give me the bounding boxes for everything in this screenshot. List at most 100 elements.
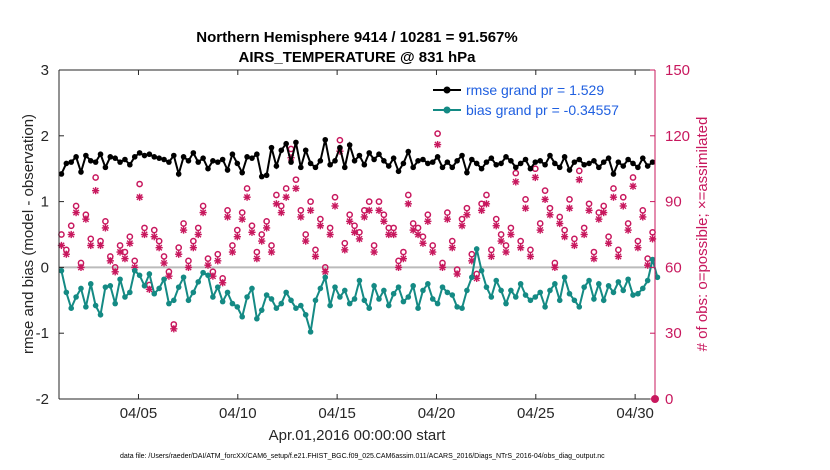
bias-point <box>395 284 402 290</box>
obs-assimilated-marker <box>370 248 378 256</box>
obs-possible-marker <box>419 233 427 241</box>
bias-point <box>288 297 294 304</box>
bias-point <box>459 305 465 311</box>
bias-point <box>97 311 104 318</box>
obs-possible-marker <box>238 209 246 216</box>
rmse-point <box>552 160 558 167</box>
rmse-point <box>600 159 607 165</box>
obs-possible-marker <box>77 259 85 267</box>
bias-point <box>517 281 524 287</box>
bias-point <box>478 267 485 274</box>
rmse-point <box>561 154 568 160</box>
y-right-tick-label: 150 <box>665 62 690 79</box>
obs-assimilated-marker <box>204 261 212 269</box>
legend-bias-label: bias grand pr = -0.34557 <box>466 102 619 118</box>
obs-assimilated-marker <box>248 228 256 236</box>
rmse-point <box>527 165 534 172</box>
bias-point <box>268 296 275 302</box>
bias-point <box>156 285 162 292</box>
legend-rmse-marker <box>443 86 451 94</box>
obs-assimilated-marker <box>609 193 618 201</box>
bias-point <box>102 284 109 290</box>
bias-point <box>229 300 236 307</box>
bias-point <box>625 276 631 283</box>
x-tick-label: 04/15 <box>318 405 356 422</box>
obs-assimilated-marker <box>536 226 544 234</box>
obs-assimilated-marker <box>341 246 349 254</box>
obs-possible-marker <box>336 136 344 144</box>
bias-point <box>425 281 431 287</box>
bias-point <box>254 315 260 322</box>
obs-possible-marker <box>67 222 75 230</box>
bias-point <box>522 292 529 298</box>
obs-possible-marker <box>326 224 334 232</box>
obs-possible-marker <box>483 191 490 199</box>
obs-possible-marker <box>541 187 549 194</box>
bias-point <box>219 298 226 305</box>
bias-point <box>371 283 377 289</box>
rmse-point <box>469 156 475 163</box>
bias-point <box>405 294 412 300</box>
rmse-point <box>156 155 162 161</box>
x-tick-label: 04/05 <box>120 405 158 422</box>
obs-assimilated-marker <box>92 187 100 195</box>
rmse-point <box>522 156 529 163</box>
obs-assimilated-marker <box>263 224 271 232</box>
obs-possible-marker <box>194 224 202 232</box>
bias-point <box>263 292 270 298</box>
bias-point <box>258 307 265 313</box>
rmse-point <box>293 139 299 146</box>
rmse-point <box>400 160 407 167</box>
y-right-tick-label: 0 <box>665 391 673 408</box>
rmse-point <box>547 152 553 159</box>
bias-point <box>376 296 382 302</box>
bias-point <box>556 297 563 304</box>
obs-possible-marker <box>365 198 373 205</box>
bias-point <box>234 304 241 310</box>
obs-assimilated-marker <box>160 259 168 267</box>
bias-point <box>644 277 651 284</box>
rmse-point <box>395 168 402 175</box>
bias-point <box>649 256 656 263</box>
bias-point <box>361 297 368 304</box>
obs-assimilated-marker <box>561 233 569 241</box>
obs-assimilated-marker <box>624 226 632 234</box>
legend-box <box>427 75 649 121</box>
obs-possible-marker <box>551 259 559 267</box>
obs-possible-marker <box>175 244 183 252</box>
bias-point <box>630 292 636 298</box>
bias-point <box>620 287 627 294</box>
rmse-point <box>278 147 285 154</box>
rmse-point <box>258 173 265 180</box>
obs-assimilated-marker <box>121 255 129 263</box>
bias-point <box>58 267 65 274</box>
bias-point <box>73 294 79 300</box>
obs-assimilated-marker <box>72 208 80 217</box>
obs-assimilated-marker <box>258 237 266 245</box>
rmse-point <box>112 155 118 161</box>
bias-point <box>337 294 343 300</box>
obs-possible-marker <box>575 167 583 175</box>
bias-point <box>493 277 500 284</box>
bias-point <box>527 297 534 304</box>
obs-assimilated-marker <box>228 248 237 256</box>
obs-possible-marker <box>317 215 324 223</box>
obs-assimilated-marker <box>101 224 110 232</box>
obs-possible-marker <box>566 196 573 203</box>
rmse-point <box>263 172 270 179</box>
obs-assimilated-marker <box>150 233 158 241</box>
rmse-point <box>337 144 343 151</box>
bias-point <box>185 297 192 304</box>
rmse-point <box>175 171 182 177</box>
rmse-point <box>620 163 627 169</box>
obs-possible-marker <box>590 248 598 256</box>
bias-point <box>434 300 441 307</box>
bias-point <box>307 329 314 335</box>
obs-assimilated-marker <box>614 252 622 261</box>
obs-possible-marker <box>282 185 290 192</box>
obs-assimilated-marker <box>434 140 442 149</box>
obs-possible-marker <box>404 191 412 199</box>
rmse-point <box>83 152 89 159</box>
obs-assimilated-marker <box>512 178 520 186</box>
obs-possible-marker <box>522 196 529 203</box>
